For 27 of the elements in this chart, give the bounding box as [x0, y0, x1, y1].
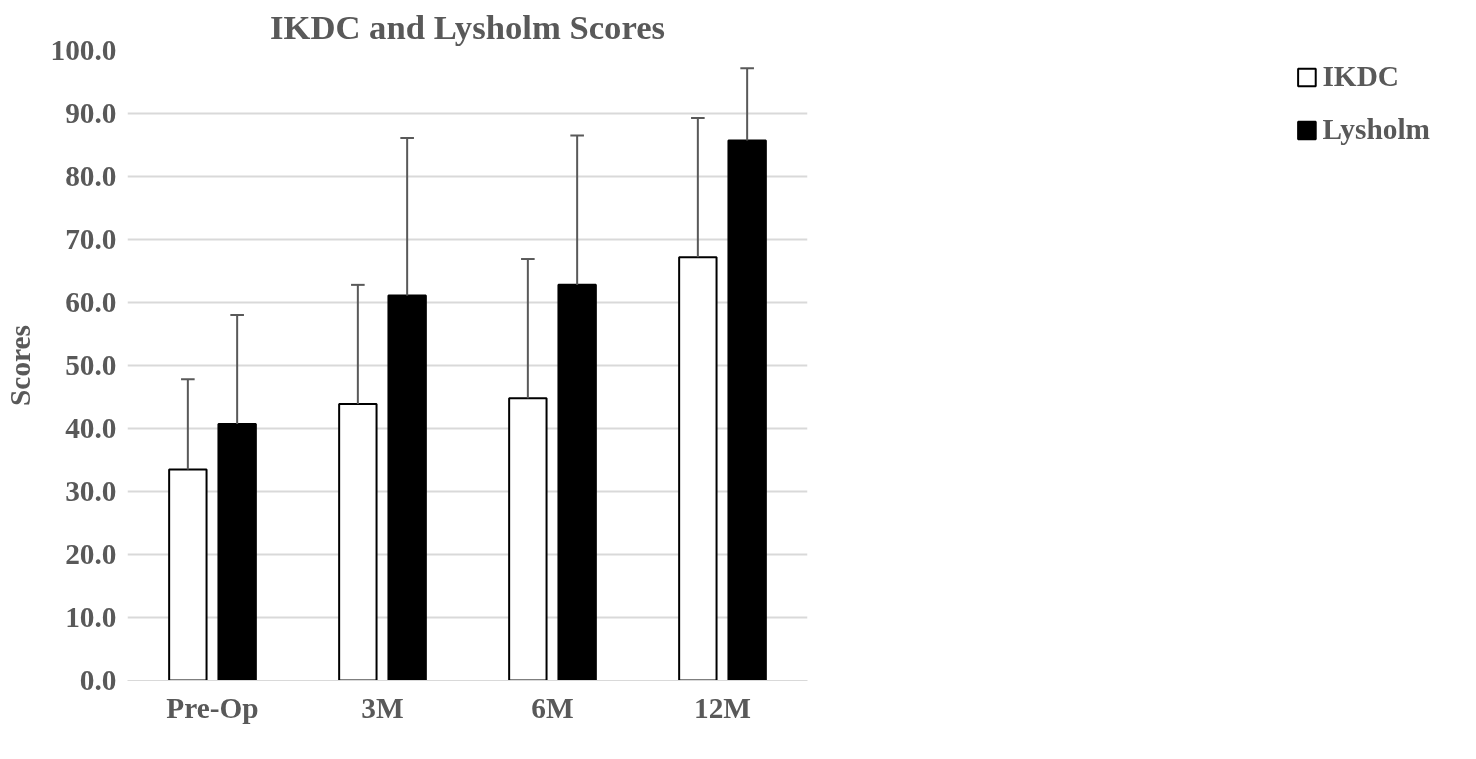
legend-label: IKDC — [1322, 60, 1400, 93]
y-tick-label: 50.0 — [65, 349, 117, 381]
x-tick-label: 3M — [361, 691, 404, 724]
bar — [168, 468, 208, 681]
y-tick-label: 0.0 — [79, 664, 117, 696]
bar — [727, 139, 767, 681]
bar — [678, 256, 718, 681]
bar — [338, 402, 378, 681]
y-axis-title: Scores — [3, 325, 36, 406]
bar — [217, 423, 257, 681]
legend-label: Lysholm — [1322, 113, 1430, 146]
y-tick-label: 20.0 — [65, 538, 117, 570]
bar — [387, 294, 427, 681]
y-tick-label: 60.0 — [65, 286, 117, 318]
y-tick-label: 70.0 — [65, 223, 117, 255]
bar — [557, 283, 597, 681]
x-tick-label: Pre-Op — [166, 691, 259, 724]
y-tick-label: 40.0 — [65, 412, 117, 444]
y-tick-label: 80.0 — [65, 160, 117, 192]
x-tick-label: 6M — [531, 691, 574, 724]
chart-title: IKDC and Lysholm Scores — [269, 7, 666, 46]
y-tick-label: 30.0 — [65, 475, 117, 507]
y-tick-label: 10.0 — [65, 601, 117, 633]
x-tick-label: 12M — [694, 691, 752, 724]
y-tick-label: 100.0 — [50, 34, 117, 66]
bar — [508, 397, 548, 681]
y-tick-label: 90.0 — [65, 97, 117, 129]
